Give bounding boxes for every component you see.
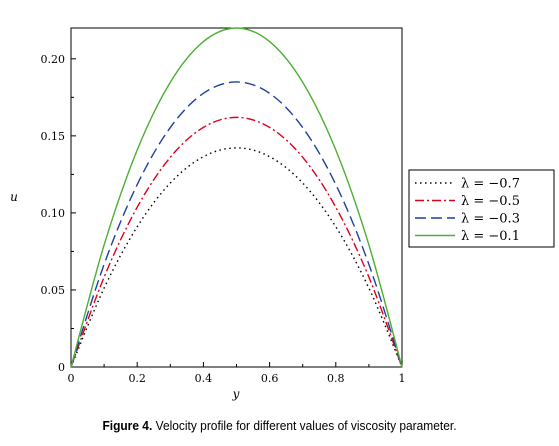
- x-tick-label: 0.2: [128, 372, 146, 385]
- x-tick-label: 0: [68, 372, 75, 385]
- y-tick-label: 0.15: [41, 130, 66, 143]
- legend-entry-1: λ = −0.7: [461, 177, 520, 192]
- series-line-1: [70, 147, 403, 368]
- y-tick-label: 0.20: [41, 53, 66, 66]
- legend-entry-3: λ = −0.3: [461, 212, 520, 227]
- x-tick-label: 0.6: [261, 372, 279, 385]
- x-tick-label: 0.4: [195, 372, 213, 385]
- series-line-3: [70, 81, 403, 368]
- y-tick-label: 0.05: [41, 284, 66, 297]
- x-tick-label: 1: [399, 372, 406, 385]
- series-line-2: [70, 116, 403, 368]
- x-tick-label: 0.8: [327, 372, 345, 385]
- plot-frame: [70, 27, 403, 368]
- legend: λ = −0.7 λ = −0.5 λ = −0.3 λ = −0.1: [408, 169, 555, 248]
- legend-entry-4: λ = −0.1: [461, 229, 520, 244]
- axes: 0 0.2 0.4 0.6 0.8 1 0 0.05 0.10 0.15 0.20: [41, 27, 406, 385]
- legend-entry-2: λ = −0.5: [461, 194, 520, 209]
- caption-text: Velocity profile for different values of…: [155, 418, 457, 433]
- figure-label: Figure 4.: [102, 418, 153, 433]
- x-axis-label: y: [232, 387, 240, 401]
- series-line-4: [70, 27, 403, 368]
- y-axis-label: u: [10, 190, 18, 204]
- y-tick-label: 0.10: [41, 207, 66, 220]
- y-tick-label: 0: [58, 361, 65, 374]
- figure-caption: Figure 4. Velocity profile for different…: [22, 418, 536, 433]
- series-layer: [70, 27, 403, 368]
- legend-box: [408, 169, 555, 248]
